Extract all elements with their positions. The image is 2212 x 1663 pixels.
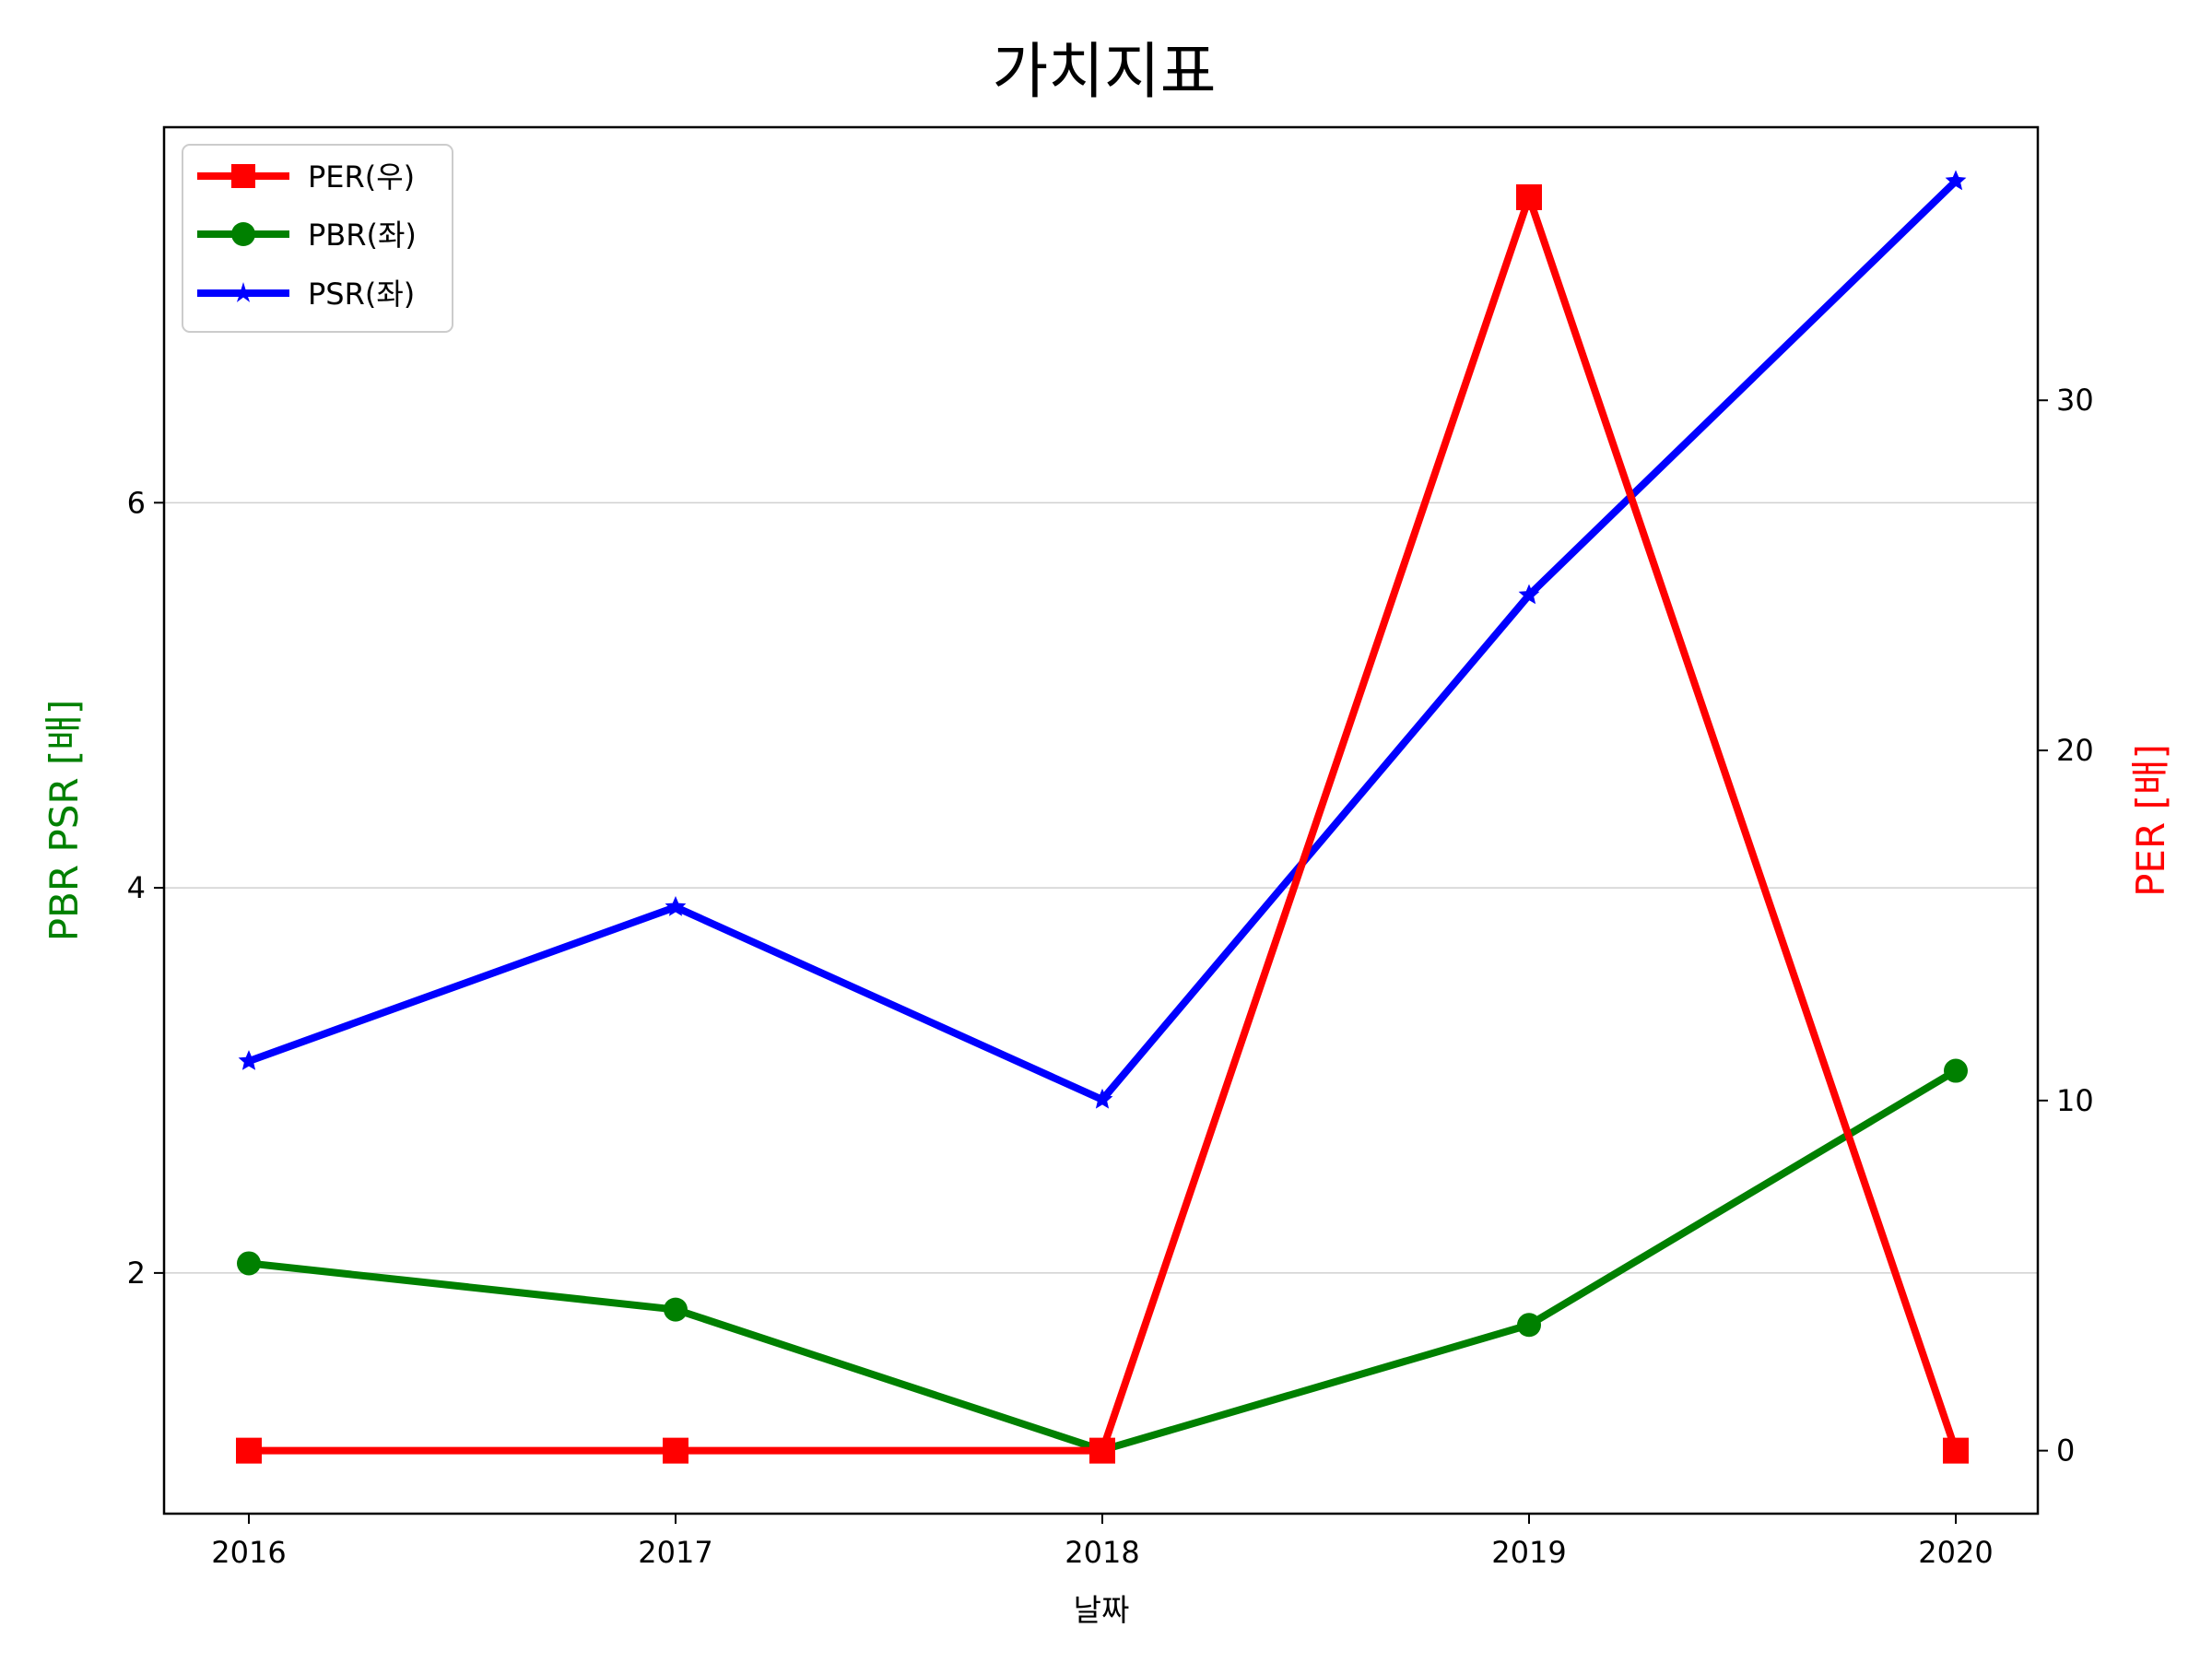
data-point-per xyxy=(1089,1437,1115,1464)
data-point-pbr xyxy=(237,1251,261,1276)
legend-frame xyxy=(182,144,453,333)
legend-label-pbr: PBR(좌) xyxy=(308,218,417,253)
data-point-per xyxy=(236,1437,262,1464)
legend-label-psr: PSR(좌) xyxy=(308,277,415,312)
series-lines xyxy=(236,170,1969,1464)
x-tick-label: 2019 xyxy=(1491,1535,1566,1570)
legend-marker-psr xyxy=(232,282,254,302)
right-tick-label: 20 xyxy=(2056,733,2094,768)
legend-label-per: PER(우) xyxy=(308,159,415,195)
legend-item-psr: PSR(좌) xyxy=(197,277,415,312)
series-psr xyxy=(238,170,1967,1109)
data-point-psr xyxy=(1091,1088,1113,1109)
legend-item-pbr: PBR(좌) xyxy=(197,218,417,253)
legend-marker-per xyxy=(231,164,255,188)
legend-item-per: PER(우) xyxy=(197,159,415,195)
x-axis-label: 날짜 xyxy=(1074,1592,1130,1628)
x-tick-label: 2020 xyxy=(1918,1535,1993,1570)
right-tick-label: 30 xyxy=(2056,383,2094,418)
x-tick-label: 2018 xyxy=(1065,1535,1139,1570)
data-point-per xyxy=(1943,1437,1969,1464)
data-point-psr xyxy=(665,896,687,916)
series-per xyxy=(236,183,1969,1464)
left-tick-label: 4 xyxy=(127,870,146,905)
plot-frame xyxy=(162,125,2040,1516)
x-tick-label: 2016 xyxy=(211,1535,286,1570)
data-point-per xyxy=(663,1437,688,1464)
right-axis-label: PER [배] xyxy=(2128,744,2173,897)
right-tick-label: 0 xyxy=(2056,1433,2075,1468)
data-point-pbr xyxy=(1944,1058,1968,1083)
x-tick-label: 2017 xyxy=(638,1535,712,1570)
data-point-psr xyxy=(1518,584,1540,605)
chart-title: 가치지표 xyxy=(993,36,1217,107)
data-point-psr xyxy=(238,1050,260,1070)
right-tick-label: 10 xyxy=(2056,1083,2094,1118)
gridlines xyxy=(164,501,2038,1274)
axes: 2 4 6 0 10 20 30 2016 2017 2018 2019 2020 xyxy=(127,383,2094,1570)
data-point-pbr xyxy=(1517,1313,1541,1338)
left-axis-label: PBR PSR [배] xyxy=(41,700,87,942)
left-tick-label: 6 xyxy=(127,485,146,520)
legend-marker-pbr xyxy=(231,222,255,246)
data-point-per xyxy=(1516,183,1542,210)
legend: PER(우) PBR(좌) PSR(좌) xyxy=(182,144,453,333)
data-point-pbr xyxy=(664,1297,688,1322)
data-point-psr xyxy=(1945,170,1967,191)
left-tick-label: 2 xyxy=(127,1256,146,1291)
